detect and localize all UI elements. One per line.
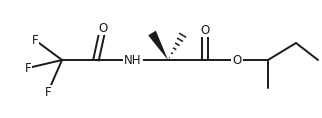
- Text: O: O: [99, 21, 108, 34]
- Text: NH: NH: [124, 53, 142, 67]
- Text: F: F: [25, 61, 31, 74]
- Text: O: O: [200, 23, 210, 36]
- Text: O: O: [232, 53, 242, 67]
- Text: F: F: [32, 34, 38, 46]
- Text: F: F: [45, 86, 51, 99]
- Polygon shape: [148, 31, 168, 60]
